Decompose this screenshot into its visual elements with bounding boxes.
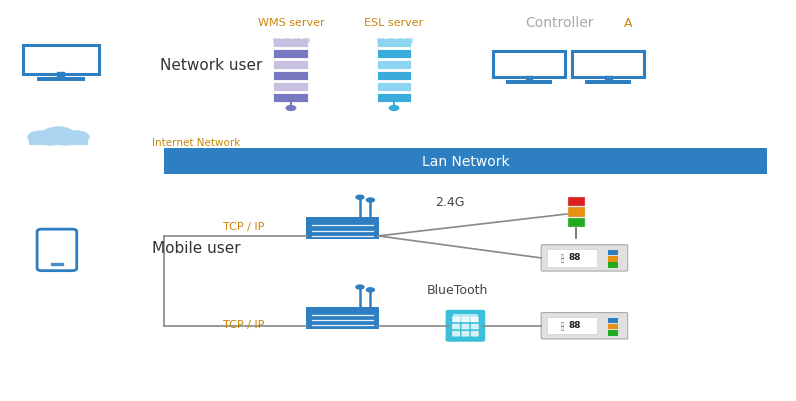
FancyBboxPatch shape: [274, 39, 280, 44]
FancyBboxPatch shape: [396, 39, 404, 44]
Text: TCP / IP: TCP / IP: [223, 319, 264, 329]
FancyBboxPatch shape: [568, 218, 585, 228]
Text: Lan Network: Lan Network: [422, 155, 509, 169]
FancyBboxPatch shape: [453, 314, 478, 322]
Circle shape: [62, 131, 90, 145]
FancyBboxPatch shape: [274, 94, 308, 103]
FancyBboxPatch shape: [586, 81, 631, 84]
Text: WMS server: WMS server: [258, 18, 324, 28]
Text: TCP / IP: TCP / IP: [223, 221, 264, 231]
FancyBboxPatch shape: [274, 83, 308, 92]
Text: 2.4G: 2.4G: [435, 196, 464, 209]
FancyBboxPatch shape: [541, 245, 627, 271]
FancyBboxPatch shape: [470, 331, 478, 337]
FancyBboxPatch shape: [377, 39, 384, 44]
Circle shape: [356, 196, 364, 200]
FancyBboxPatch shape: [377, 83, 412, 92]
FancyBboxPatch shape: [446, 310, 486, 342]
FancyBboxPatch shape: [506, 81, 552, 84]
Text: 格: 格: [560, 326, 564, 330]
Circle shape: [53, 133, 80, 146]
Circle shape: [389, 106, 399, 111]
FancyBboxPatch shape: [274, 61, 308, 70]
FancyBboxPatch shape: [568, 197, 585, 207]
FancyBboxPatch shape: [541, 313, 627, 339]
Text: Mobile user: Mobile user: [152, 241, 240, 256]
FancyBboxPatch shape: [407, 39, 413, 44]
FancyBboxPatch shape: [274, 50, 308, 59]
FancyBboxPatch shape: [387, 39, 393, 44]
FancyBboxPatch shape: [607, 256, 618, 262]
Text: BlueTooth: BlueTooth: [427, 284, 488, 297]
FancyBboxPatch shape: [452, 331, 460, 337]
FancyBboxPatch shape: [377, 61, 412, 70]
FancyBboxPatch shape: [572, 52, 644, 78]
FancyBboxPatch shape: [37, 78, 85, 81]
FancyBboxPatch shape: [607, 250, 618, 256]
FancyBboxPatch shape: [377, 50, 412, 59]
FancyBboxPatch shape: [306, 218, 379, 239]
FancyBboxPatch shape: [607, 318, 618, 324]
Text: Internet Network: Internet Network: [151, 138, 240, 148]
Text: 价: 价: [560, 253, 564, 258]
FancyBboxPatch shape: [607, 263, 618, 268]
Text: 88: 88: [568, 252, 580, 261]
FancyBboxPatch shape: [462, 324, 470, 330]
FancyBboxPatch shape: [568, 208, 585, 217]
FancyBboxPatch shape: [462, 317, 470, 322]
Text: 价: 价: [560, 321, 564, 326]
FancyBboxPatch shape: [547, 249, 597, 267]
FancyBboxPatch shape: [607, 324, 618, 330]
Text: ESL server: ESL server: [365, 18, 423, 28]
FancyBboxPatch shape: [547, 317, 597, 334]
FancyBboxPatch shape: [607, 330, 618, 336]
FancyBboxPatch shape: [37, 229, 76, 271]
FancyBboxPatch shape: [470, 324, 478, 330]
Circle shape: [286, 106, 295, 111]
FancyBboxPatch shape: [462, 331, 470, 337]
FancyBboxPatch shape: [29, 138, 88, 145]
FancyBboxPatch shape: [294, 39, 300, 44]
Circle shape: [356, 286, 364, 289]
FancyBboxPatch shape: [23, 46, 99, 74]
FancyBboxPatch shape: [493, 52, 565, 78]
FancyBboxPatch shape: [452, 317, 460, 322]
Text: A: A: [624, 17, 632, 30]
FancyBboxPatch shape: [274, 72, 308, 81]
FancyBboxPatch shape: [452, 324, 460, 330]
FancyBboxPatch shape: [377, 39, 412, 49]
FancyBboxPatch shape: [470, 317, 478, 322]
Circle shape: [37, 133, 64, 146]
FancyBboxPatch shape: [164, 149, 767, 174]
Circle shape: [27, 131, 55, 145]
FancyBboxPatch shape: [274, 39, 308, 49]
FancyBboxPatch shape: [306, 307, 379, 329]
Text: 88: 88: [568, 320, 580, 329]
Circle shape: [366, 288, 374, 292]
Text: Controller: Controller: [525, 16, 593, 30]
Text: 格: 格: [560, 258, 564, 263]
FancyBboxPatch shape: [377, 94, 412, 103]
Circle shape: [41, 127, 76, 144]
Text: Network user: Network user: [160, 58, 263, 73]
Circle shape: [366, 198, 374, 203]
FancyBboxPatch shape: [283, 39, 291, 44]
FancyBboxPatch shape: [377, 72, 412, 81]
FancyBboxPatch shape: [303, 39, 310, 44]
